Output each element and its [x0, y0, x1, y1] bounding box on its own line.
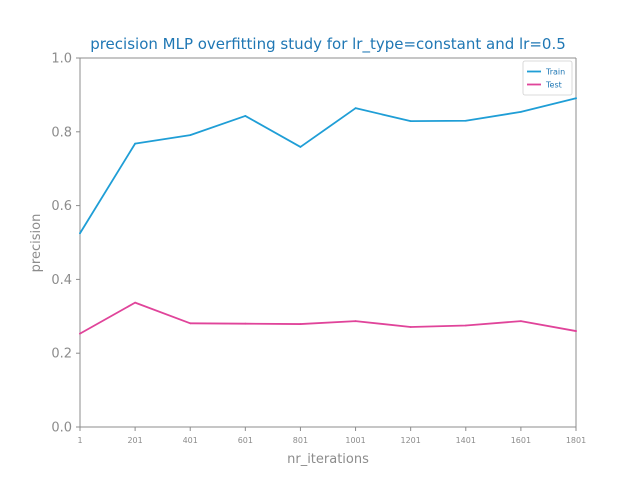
x-tick-label: 401: [183, 436, 198, 445]
data-point-train: [409, 120, 412, 122]
data-point-test: [519, 320, 522, 322]
x-tick-label: 1801: [566, 436, 586, 445]
data-point-test: [79, 332, 81, 335]
x-tick-label: 1: [77, 436, 82, 445]
data-point-test: [409, 326, 412, 328]
data-point-test: [244, 322, 247, 325]
x-tick-label: 1001: [345, 436, 365, 445]
data-point-test: [464, 324, 467, 327]
x-axis-label: nr_iterations: [287, 452, 369, 467]
y-tick-label: 1.0: [51, 52, 72, 67]
y-axis-label: precision: [29, 214, 44, 273]
x-tick-label: 1401: [456, 436, 476, 445]
y-tick-label: 0.2: [51, 347, 72, 362]
chart-title: precision MLP overfitting study for lr_t…: [90, 35, 566, 54]
data-point-train: [244, 115, 247, 117]
y-tick-label: 0.6: [51, 199, 72, 214]
data-point-train: [575, 97, 577, 100]
legend-label-test: Test: [545, 81, 562, 90]
series-lines: [79, 97, 577, 335]
x-tick-label: 1601: [511, 436, 531, 445]
data-point-test: [575, 330, 577, 332]
legend: Train Test: [522, 60, 573, 96]
data-point-test: [134, 301, 137, 304]
axes: 0.00.20.40.60.81.01 201 401 601 801 1001 1201 1…: [51, 52, 586, 446]
data-point-train: [519, 110, 522, 113]
y-tick-label: 0.8: [51, 125, 72, 140]
x-tick-label: 601: [238, 436, 253, 445]
data-point-train: [134, 142, 137, 145]
series-line-train: [79, 97, 577, 235]
data-point-test: [189, 322, 192, 325]
data-point-test: [299, 323, 302, 325]
legend-box: [522, 60, 573, 96]
data-point-test: [354, 320, 357, 322]
data-point-train: [189, 134, 192, 137]
y-tick-label: 0.0: [51, 421, 72, 436]
data-point-train: [464, 119, 467, 122]
data-point-train: [354, 107, 357, 110]
x-tick-label: 1201: [400, 436, 420, 445]
data-point-train: [299, 146, 302, 148]
data-point-train: [79, 232, 81, 235]
series-line-test: [79, 301, 577, 335]
x-tick-label: 801: [293, 436, 308, 445]
legend-label-train: Train: [545, 68, 565, 77]
y-tick-label: 0.4: [51, 273, 72, 288]
x-tick-label: 201: [127, 436, 142, 445]
